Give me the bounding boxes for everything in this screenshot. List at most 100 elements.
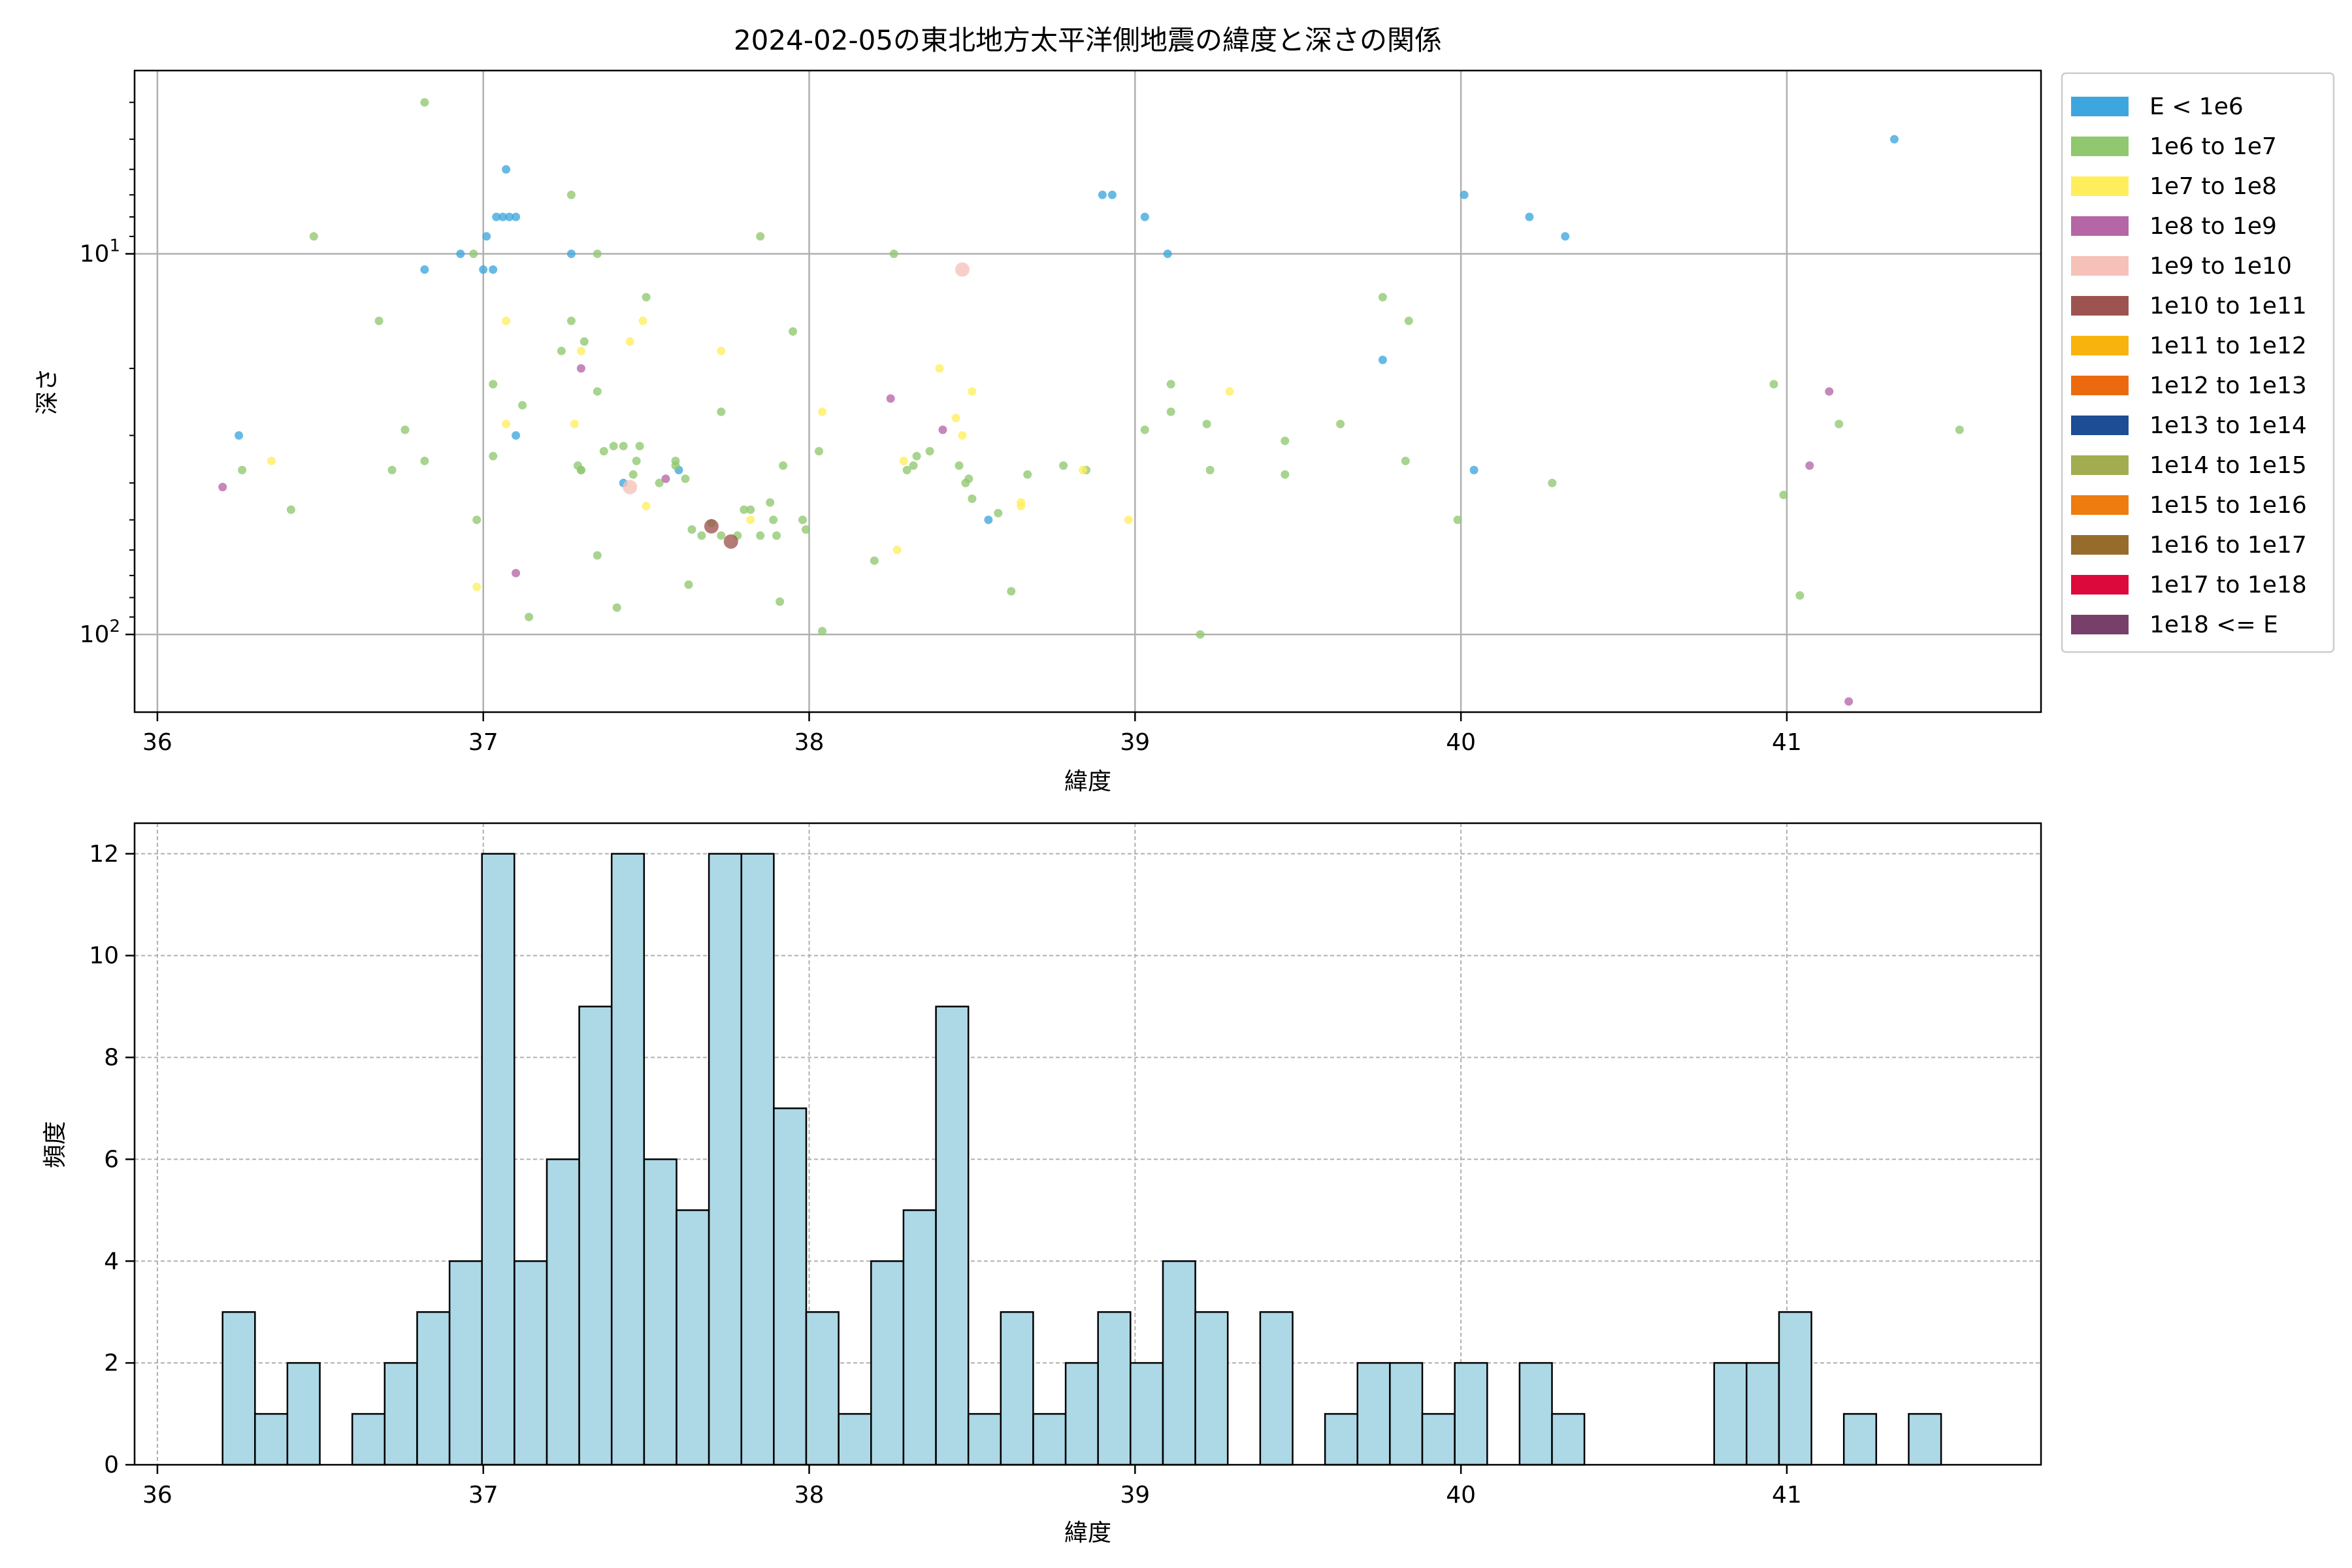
scatter-point-1-54 [955, 461, 964, 470]
legend-swatch-6 [2071, 336, 2129, 355]
scatter-point-1-88 [612, 603, 621, 612]
scatter-point-1-44 [779, 461, 788, 470]
histogram-bar-36 [1389, 1362, 1424, 1466]
scatter-point-4-1 [623, 480, 638, 495]
legend-swatch-4 [2071, 256, 2129, 276]
histogram-bar-26 [1064, 1362, 1099, 1466]
scatter-point-1-45 [789, 327, 798, 336]
histogram-bar-15 [708, 853, 742, 1466]
legend-swatch-13 [2071, 615, 2129, 634]
scatter-point-1-34 [697, 531, 706, 540]
scatter-point-1-9 [420, 457, 429, 465]
scatter-x-tick-label-3: 39 [1120, 729, 1150, 756]
scatter-point-2-12 [899, 457, 908, 465]
scatter-point-1-82 [1779, 491, 1788, 499]
legend-label-4: 1e9 to 1e10 [2149, 253, 2292, 280]
histogram-bar-4 [351, 1413, 386, 1466]
legend-label-0: E < 1e6 [2149, 93, 2244, 120]
histogram-bars [221, 853, 1942, 1466]
legend-swatch-11 [2071, 535, 2129, 555]
scatter-point-3-7 [1825, 387, 1834, 396]
scatter-point-1-46 [798, 515, 807, 525]
scatter-point-1-56 [964, 474, 973, 483]
scatter-point-1-40 [756, 531, 765, 540]
scatter-point-1-49 [870, 556, 879, 565]
histogram-bar-23 [967, 1413, 1002, 1466]
scatter-point-2-3 [570, 419, 579, 429]
scatter-point-1-24 [619, 442, 628, 451]
scatter-point-2-8 [717, 346, 726, 355]
scatter-x-tick-label-1: 37 [468, 729, 498, 756]
legend-label-3: 1e8 to 1e9 [2149, 213, 2277, 240]
scatter-point-1-42 [769, 515, 778, 525]
scatter-point-0-18 [1140, 212, 1149, 221]
scatter-point-1-70 [1166, 380, 1175, 389]
scatter-point-2-21 [1225, 387, 1234, 396]
legend-swatch-12 [2071, 575, 2129, 595]
scatter-x-ticks: 36 37 38 39 40 41 [142, 712, 1802, 756]
histogram-y-ticks: 0 2 4 6 8 10 12 [89, 841, 135, 1478]
scatter-point-0-23 [1525, 212, 1534, 221]
scatter-point-5-1 [723, 534, 738, 549]
histogram-bar-16 [740, 853, 775, 1466]
histogram-bar-19 [838, 1413, 872, 1466]
scatter-point-1-87 [593, 551, 602, 560]
scatter-point-2-11 [892, 546, 902, 555]
legend-swatch-8 [2071, 416, 2129, 435]
scatter-point-1-41 [766, 498, 775, 507]
histogram-bar-10 [546, 1158, 580, 1466]
scatter-point-1-8 [400, 425, 410, 434]
scatter-point-1-89 [776, 597, 785, 606]
scatter-point-1-39 [746, 505, 755, 514]
scatter-point-0-21 [1460, 190, 1469, 199]
scatter-x-axis-label: 緯度 [1064, 768, 1111, 795]
histogram-y-tick-label-2: 4 [104, 1248, 119, 1275]
scatter-point-1-64 [717, 407, 726, 416]
legend-swatch-1 [2071, 137, 2129, 156]
histogram-bar-47 [1746, 1362, 1780, 1466]
scatter-y-tick-label-1: 102 [80, 617, 120, 648]
histogram-bar-17 [773, 1107, 808, 1466]
histogram-bar-40 [1518, 1362, 1553, 1466]
scatter-point-2-15 [958, 431, 967, 440]
legend-swatch-0 [2071, 97, 2129, 116]
scatter-point-1-21 [593, 250, 602, 258]
scatter-point-1-17 [580, 337, 589, 346]
histogram-y-tick-label-5: 10 [89, 943, 119, 970]
histogram-bar-32 [1259, 1311, 1294, 1466]
scatter-point-1-48 [815, 447, 823, 456]
legend-label-5: 1e10 to 1e11 [2149, 293, 2307, 319]
scatter-point-1-15 [566, 190, 576, 199]
histogram-y-tick-label-1: 2 [104, 1350, 119, 1377]
histogram-x-tick-label-5: 41 [1772, 1482, 1802, 1509]
histogram-bar-22 [935, 1005, 970, 1466]
scatter-point-0-15 [984, 515, 993, 525]
scatter-point-1-71 [1202, 419, 1211, 429]
scatter-point-1-36 [717, 531, 726, 540]
scatter-point-1-72 [1205, 466, 1215, 474]
scatter-point-1-84 [1835, 419, 1844, 429]
scatter-point-0-3 [479, 265, 488, 274]
histogram-bar-12 [610, 853, 645, 1466]
scatter-point-3-1 [512, 568, 521, 578]
scatter-chart: 2024-02-05の東北地方太平洋側地震の緯度と深さの関係 36 37 38 39 4… [34, 24, 2335, 795]
histogram-bar-34 [1324, 1413, 1358, 1466]
scatter-point-2-19 [1079, 466, 1087, 474]
scatter-point-0-25 [1890, 135, 1899, 144]
scatter-point-1-23 [609, 442, 618, 451]
histogram-bar-11 [578, 1005, 613, 1466]
histogram-bar-29 [1162, 1260, 1196, 1466]
scatter-point-0-17 [1107, 190, 1117, 199]
histogram-bar-38 [1454, 1362, 1488, 1466]
legend: E < 1e6 1e6 to 1e7 1e7 to 1e8 1e8 to 1e9 1e9… [2061, 72, 2335, 653]
legend-frame [2061, 72, 2335, 653]
histogram-bar-35 [1356, 1362, 1391, 1466]
scatter-point-1-33 [687, 525, 696, 534]
scatter-point-1-66 [818, 627, 826, 636]
scatter-point-1-2 [420, 98, 429, 107]
scatter-point-1-4 [472, 515, 482, 525]
scatter-point-1-0 [309, 232, 318, 241]
scatter-point-1-74 [1281, 436, 1290, 446]
scatter-point-0-24 [1561, 232, 1570, 241]
scatter-point-1-29 [655, 478, 664, 487]
